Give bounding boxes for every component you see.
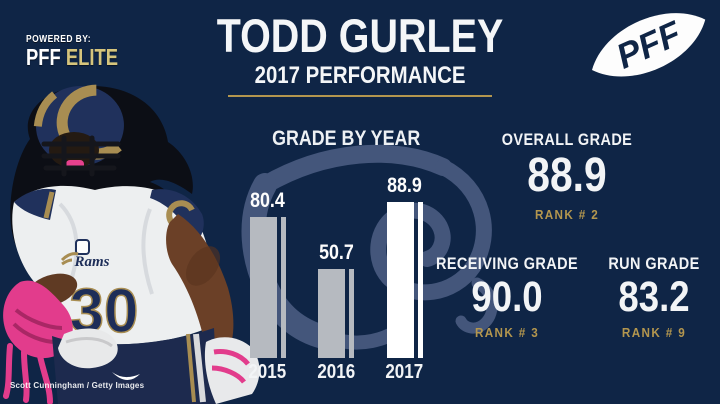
stat-label: RUN GRADE bbox=[608, 254, 700, 273]
stat-rank: RANK # 2 bbox=[534, 206, 600, 222]
bar-value-label: 88.9 bbox=[387, 174, 422, 197]
stat-rank: RANK # 3 bbox=[474, 325, 540, 341]
stat-receiving-grade: RECEIVING GRADE 90.0 RANK # 3 bbox=[415, 254, 599, 340]
powered-by-brand: PFF ELITE bbox=[26, 45, 118, 69]
elite-brand-text: ELITE bbox=[65, 44, 119, 70]
chart-bars: 80.4 2015 50.7 2016 88.9 2017 bbox=[245, 174, 427, 384]
stat-run-grade: RUN GRADE 83.2 RANK # 9 bbox=[568, 254, 720, 340]
bar-group-2016: 50.7 2016 bbox=[314, 241, 359, 384]
photo-credit: Scott Cunningham / Getty Images bbox=[10, 381, 145, 390]
bar-2016 bbox=[318, 269, 354, 358]
bar-value-label: 80.4 bbox=[250, 189, 285, 212]
bar-group-2017: 88.9 2017 bbox=[382, 174, 427, 384]
bar-year-label: 2015 bbox=[248, 361, 287, 383]
bar-value-label: 50.7 bbox=[318, 241, 354, 264]
chart-title: GRADE BY YEAR bbox=[272, 127, 421, 150]
powered-by-label: POWERED BY: bbox=[26, 34, 91, 45]
bar-year-label: 2017 bbox=[385, 361, 424, 383]
bar-2015 bbox=[249, 217, 286, 358]
player-facemask bbox=[41, 135, 121, 177]
pff-logo: PFF bbox=[592, 13, 706, 76]
page-subtitle: 2017 PERFORMANCE bbox=[254, 61, 466, 89]
stat-value: 90.0 bbox=[471, 273, 543, 321]
header: TODD GURLEY 2017 PERFORMANCE bbox=[188, 12, 532, 97]
pff-brand-text: PFF bbox=[26, 44, 61, 70]
jersey-wordmark: Rams bbox=[73, 254, 109, 270]
page-title: TODD GURLEY bbox=[216, 9, 504, 62]
grade-by-year-chart: GRADE BY YEAR 80.4 2015 50.7 2016 88.9 2017 bbox=[246, 127, 426, 384]
stat-value: 83.2 bbox=[618, 273, 690, 321]
stat-overall-grade: OVERALL GRADE 88.9 RANK # 2 bbox=[460, 130, 674, 222]
powered-by-badge: POWERED BY: PFF ELITE bbox=[26, 34, 141, 69]
stat-label: OVERALL GRADE bbox=[501, 130, 633, 149]
bar-year-label: 2016 bbox=[317, 361, 355, 383]
stat-label: RECEIVING GRADE bbox=[435, 254, 579, 273]
stat-value: 88.9 bbox=[527, 149, 607, 202]
stat-rank: RANK # 9 bbox=[621, 325, 687, 341]
page-subtitle-underline: 2017 PERFORMANCE bbox=[227, 61, 493, 97]
player-photo: Rams 30 bbox=[3, 84, 260, 404]
bar-2017 bbox=[386, 202, 423, 358]
bar-group-2015: 80.4 2015 bbox=[245, 189, 290, 384]
